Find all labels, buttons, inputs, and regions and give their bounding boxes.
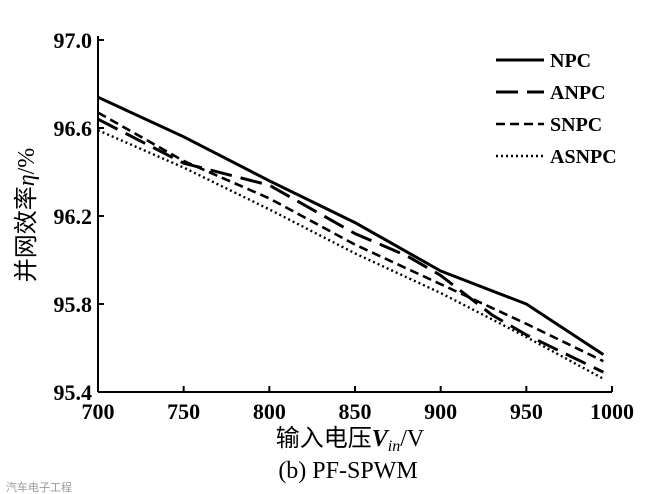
legend-label-anpc: ANPC — [550, 82, 606, 104]
legend: NPC ANPC SNPC ASNPC — [496, 50, 617, 168]
chart-caption: (b) PF-SPWM — [278, 458, 417, 484]
series-line-npc — [97, 95, 605, 356]
axes-group — [97, 36, 612, 393]
y-tick-label: 96.2 — [54, 204, 93, 229]
y-axis-title: 并网效率η/% — [13, 148, 40, 283]
x-tick-label: 800 — [253, 399, 286, 424]
ticks-group: 700 750 800 850 900 950 1000 95.4 95.8 96.2 96.6 97… — [54, 28, 635, 424]
series-line-asnpc — [97, 129, 604, 380]
x-tick-label: 700 — [82, 399, 115, 424]
x-tick-label: 900 — [424, 399, 457, 424]
legend-label-asnpc: ASNPC — [550, 146, 617, 168]
series-line-snpc — [97, 111, 604, 363]
x-tick-label: 750 — [167, 399, 200, 424]
plot-series-group — [97, 95, 605, 380]
y-tick-label: 96.6 — [54, 116, 93, 141]
x-tick-label: 850 — [339, 399, 372, 424]
x-axis-title: 输入电压Vin/V — [276, 425, 425, 455]
x-tick-label: 950 — [510, 399, 543, 424]
legend-label-snpc: SNPC — [550, 114, 602, 136]
legend-label-npc: NPC — [550, 50, 591, 72]
y-tick-label: 95.8 — [54, 292, 93, 317]
x-tick-label: 1000 — [590, 399, 634, 424]
y-tick-label: 95.4 — [54, 380, 93, 405]
y-tick-label: 97.0 — [54, 28, 93, 53]
series-line-anpc — [97, 117, 605, 374]
watermark: 汽车电子工程 — [6, 480, 72, 494]
